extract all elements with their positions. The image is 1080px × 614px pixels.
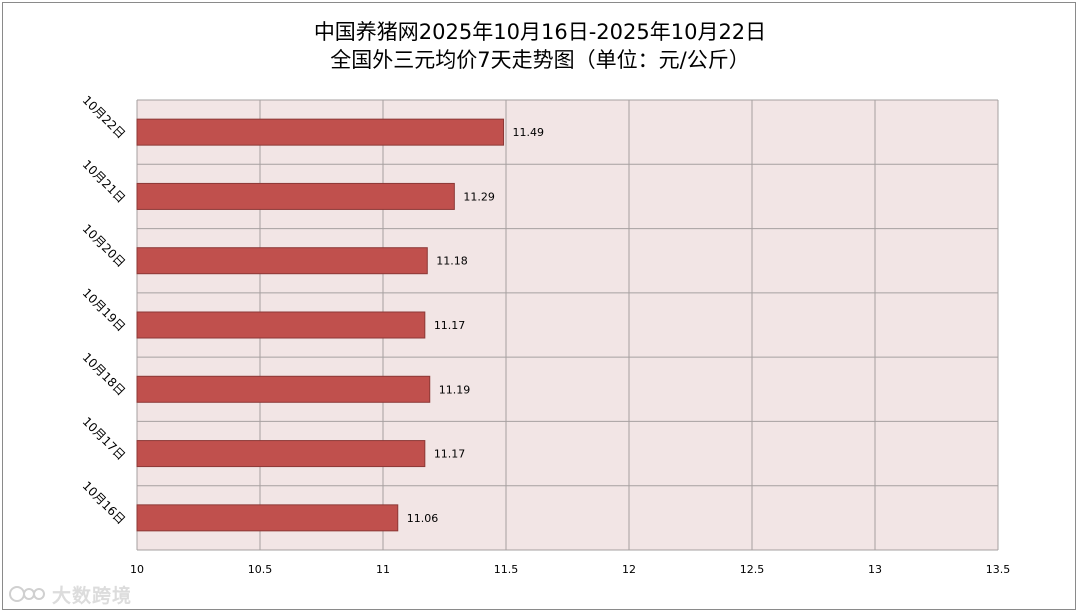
data-label-3: 11.17 <box>434 319 466 332</box>
category-label-3: 10月19日 <box>80 286 128 334</box>
data-label-1: 11.29 <box>463 190 495 203</box>
x-tick-label-5: 12.5 <box>740 563 765 576</box>
bar-4 <box>136 375 431 403</box>
category-label-2: 10月20日 <box>80 222 128 270</box>
data-label-5: 11.17 <box>434 448 466 461</box>
chart-title: 中国养猪网2025年10月16日-2025年10月22日 <box>313 20 767 44</box>
data-label-2: 11.18 <box>436 255 468 268</box>
bar-5 <box>136 440 426 468</box>
bar-3 <box>136 311 426 339</box>
watermark-text: 大数跨境 <box>52 584 133 607</box>
category-label-0: 10月22日 <box>80 93 128 141</box>
category-label-5: 10月17日 <box>80 414 128 462</box>
category-label-1: 10月21日 <box>80 157 128 205</box>
x-tick-label-0: 10 <box>130 563 144 576</box>
data-label-0: 11.49 <box>513 126 545 139</box>
data-label-4: 11.19 <box>439 383 471 396</box>
bar-2 <box>136 247 428 275</box>
category-label-4: 10月18日 <box>80 350 128 398</box>
category-label-6: 10月16日 <box>80 479 128 527</box>
watermark: 大数跨境 <box>8 580 132 608</box>
x-tick-label-6: 13 <box>868 563 882 576</box>
x-tick-label-7: 13.5 <box>986 563 1011 576</box>
bar-1 <box>136 182 455 210</box>
watermark-logo-icon <box>9 586 45 602</box>
x-tick-label-3: 11.5 <box>494 563 519 576</box>
bar-6 <box>136 504 399 532</box>
chart-subtitle: 全国外三元均价7天走势图（单位：元/公斤） <box>330 48 750 72</box>
x-tick-label-1: 10.5 <box>248 563 273 576</box>
chart-title-block: 中国养猪网2025年10月16日-2025年10月22日 全国外三元均价7天走势… <box>0 18 1080 74</box>
x-tick-label-4: 12 <box>622 563 636 576</box>
data-label-6: 11.06 <box>407 512 439 525</box>
x-tick-label-2: 11 <box>376 563 390 576</box>
bar-0 <box>136 118 505 146</box>
